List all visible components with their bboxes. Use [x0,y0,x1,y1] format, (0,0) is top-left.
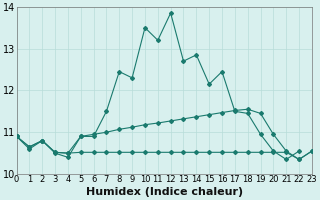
X-axis label: Humidex (Indice chaleur): Humidex (Indice chaleur) [86,187,243,197]
